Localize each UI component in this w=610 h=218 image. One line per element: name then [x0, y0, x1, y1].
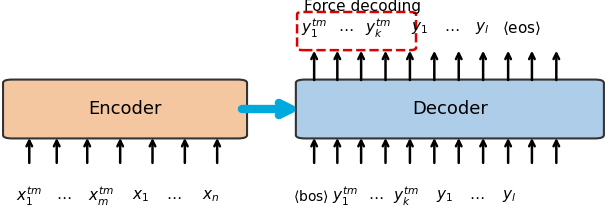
- Text: $x_1^{tm}$: $x_1^{tm}$: [16, 185, 42, 208]
- FancyBboxPatch shape: [3, 80, 247, 138]
- Text: $y_1$: $y_1$: [411, 20, 428, 36]
- Text: $y_k^{tm}$: $y_k^{tm}$: [365, 17, 391, 40]
- Text: Decoder: Decoder: [412, 100, 488, 118]
- Text: $\cdots$: $\cdots$: [338, 21, 354, 36]
- Text: $y_1^{tm}$: $y_1^{tm}$: [301, 17, 327, 40]
- Text: $\cdots$: $\cdots$: [368, 189, 384, 204]
- Text: $x_1$: $x_1$: [132, 188, 149, 204]
- Text: $\langle$eos$\rangle$: $\langle$eos$\rangle$: [502, 19, 541, 37]
- FancyBboxPatch shape: [296, 80, 604, 138]
- Text: Force decoding: Force decoding: [304, 0, 422, 14]
- Text: $y_l$: $y_l$: [502, 188, 517, 204]
- Text: $y_l$: $y_l$: [475, 20, 489, 36]
- Text: $x_n$: $x_n$: [202, 188, 219, 204]
- Text: $x_m^{tm}$: $x_m^{tm}$: [88, 185, 113, 208]
- Text: $\cdots$: $\cdots$: [469, 189, 485, 204]
- Text: $y_k^{tm}$: $y_k^{tm}$: [393, 185, 418, 208]
- Text: Encoder: Encoder: [88, 100, 162, 118]
- Text: $\cdots$: $\cdots$: [443, 21, 459, 36]
- Text: $\cdots$: $\cdots$: [56, 189, 72, 204]
- Text: $\langle$bos$\rangle$: $\langle$bos$\rangle$: [293, 188, 329, 205]
- Text: $\cdots$: $\cdots$: [166, 189, 182, 204]
- Text: $y_1^{tm}$: $y_1^{tm}$: [332, 185, 358, 208]
- Text: $y_1$: $y_1$: [436, 188, 453, 204]
